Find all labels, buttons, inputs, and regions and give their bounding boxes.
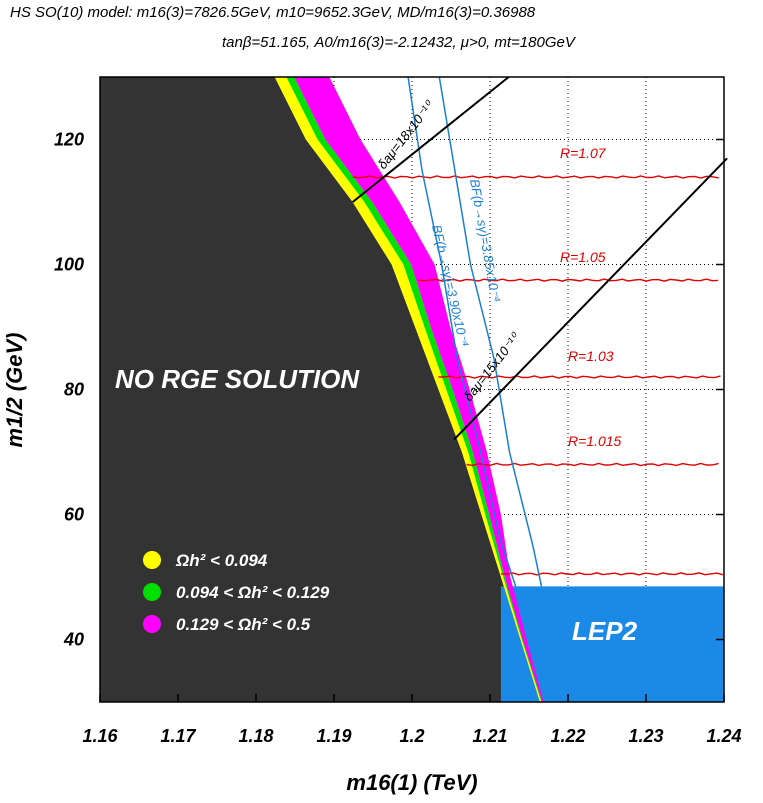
y-axis: 40 60 80 100 120	[54, 130, 724, 650]
y-tick-label: 100	[54, 255, 84, 275]
contour-lines	[352, 76, 728, 587]
legend: Ωh² < 0.094 0.094 < Ωh² < 0.129 0.129 < Ωh…	[143, 551, 330, 634]
r-contour-label: R=1.07	[560, 145, 607, 161]
no-rge-solution-label: NO RGE SOLUTION	[115, 364, 360, 394]
r-contour-label: R=1.03	[568, 348, 614, 364]
delta-amu-contour	[352, 76, 510, 203]
x-tick-label: 1.22	[550, 726, 585, 746]
r-contour-label: R=1.015	[568, 433, 622, 449]
regions	[100, 77, 724, 702]
lep2-label: LEP2	[572, 616, 638, 646]
r-contour	[418, 278, 719, 282]
legend-marker	[143, 615, 161, 633]
x-tick-label: 1.2	[399, 726, 424, 746]
x-tick-label: 1.19	[316, 726, 351, 746]
header-line-1: HS SO(10) model: m16(3)=7826.5GeV, m10=9…	[10, 4, 536, 21]
legend-label: Ωh² < 0.094	[175, 551, 268, 570]
delta-amu-contour	[453, 157, 728, 441]
x-tick-label: 1.24	[706, 726, 741, 746]
r-contour-label: R=1.05	[560, 249, 606, 265]
r-contour	[500, 572, 724, 576]
x-tick-label: 1.23	[628, 726, 663, 746]
x-tick-label: 1.18	[238, 726, 273, 746]
y-tick-label: 60	[64, 505, 84, 525]
r-contour	[438, 375, 721, 379]
x-axis: 1.16 1.17 1.18 1.19 1.2 1.21 1.22 1.23 1.24	[82, 694, 742, 746]
y-axis-label: m1/2 (GeV)	[2, 333, 27, 448]
y-tick-label: 80	[64, 380, 84, 400]
y-tick-label: 40	[63, 630, 84, 650]
bsgamma-contour	[407, 76, 517, 587]
no-rge-solution-region	[100, 77, 540, 702]
x-axis-label: m16(1) (TeV)	[346, 770, 477, 795]
legend-label: 0.094 < Ωh² < 0.129	[176, 583, 330, 602]
x-tick-label: 1.16	[82, 726, 118, 746]
legend-label: 0.129 < Ωh² < 0.5	[176, 615, 311, 634]
x-tick-label: 1.21	[472, 726, 507, 746]
y-tick-label: 120	[54, 130, 84, 150]
x-tick-label: 1.17	[160, 726, 196, 746]
legend-marker	[143, 583, 161, 601]
header-line-2: tanβ=51.165, A0/m16(3)=-2.12432, μ>0, mt…	[222, 34, 577, 51]
legend-marker	[143, 551, 161, 569]
r-contour	[352, 175, 719, 179]
plot-area: R=1.07R=1.05R=1.03R=1.015BF(b→sγ)=3.85x1…	[99, 76, 728, 703]
bsgamma-contour	[438, 76, 543, 587]
r-contour	[466, 462, 719, 467]
